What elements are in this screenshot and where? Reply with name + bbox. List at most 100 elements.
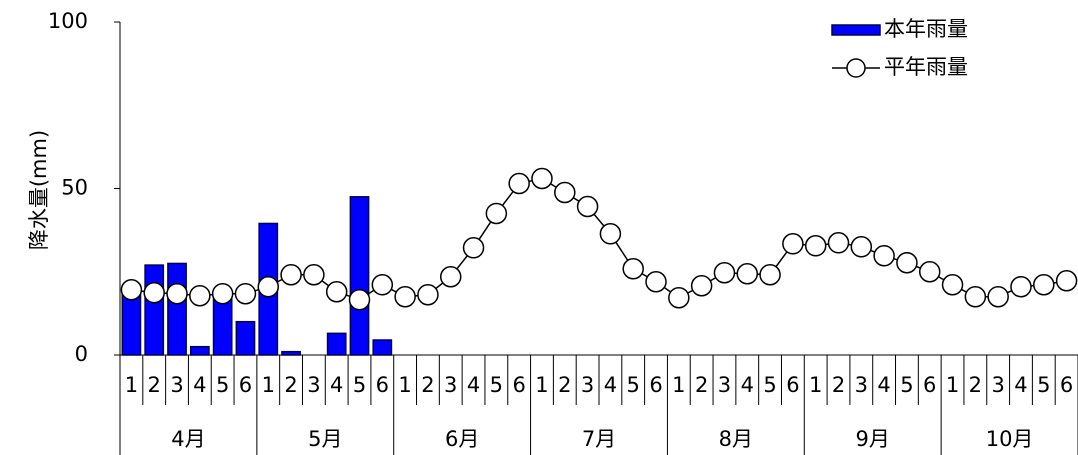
- line-marker: [462, 237, 485, 259]
- bar: [235, 320, 256, 356]
- x-tick-label: 4: [604, 373, 617, 397]
- line-marker: [804, 235, 827, 257]
- x-tick-label: 6: [923, 373, 936, 397]
- line-marker: [417, 283, 439, 306]
- x-tick-label: 5: [216, 373, 229, 397]
- x-tick-label: 6: [786, 373, 799, 397]
- line-marker: [690, 274, 713, 297]
- line-marker: [325, 280, 348, 303]
- month-label: 9月: [856, 427, 890, 451]
- line-marker: [394, 285, 416, 308]
- month-label: 10月: [986, 427, 1034, 451]
- line-marker: [1055, 269, 1078, 292]
- x-tick-label: 2: [148, 373, 161, 397]
- x-tick-label: 6: [649, 373, 662, 397]
- line-marker: [257, 275, 280, 298]
- legend-swatch: [831, 24, 881, 36]
- line-marker: [987, 285, 1009, 308]
- x-tick-label: 2: [421, 373, 434, 397]
- line-marker: [1010, 275, 1032, 298]
- x-tick-label: 1: [125, 373, 138, 397]
- y-tick-label: 50: [61, 176, 88, 200]
- line-marker: [576, 195, 599, 218]
- line-marker: [622, 258, 644, 280]
- x-tick-label: 5: [353, 373, 366, 397]
- bar: [167, 262, 187, 356]
- line-marker: [485, 202, 508, 225]
- x-tick-label: 3: [991, 373, 1004, 397]
- bar: [144, 264, 165, 356]
- line-marker: [189, 284, 211, 307]
- x-tick-label: 3: [444, 373, 457, 397]
- x-tick-label: 1: [535, 373, 548, 397]
- x-tick-label: 3: [718, 373, 731, 397]
- month-label: 6月: [445, 427, 479, 451]
- line-marker: [508, 172, 530, 195]
- line-marker: [303, 263, 325, 286]
- line-marker: [531, 167, 553, 190]
- legend-label: 平年雨量: [884, 55, 968, 79]
- x-tick-label: 6: [512, 373, 525, 397]
- line-marker: [896, 252, 918, 274]
- x-tick-label: 5: [1037, 373, 1050, 397]
- month-label: 7月: [582, 427, 616, 451]
- line-marker: [873, 245, 895, 267]
- x-tick-label: 2: [832, 373, 845, 397]
- month-label: 8月: [719, 427, 753, 451]
- x-tick-label: 2: [969, 373, 982, 397]
- line-marker: [941, 273, 964, 296]
- x-tick-label: 3: [170, 373, 183, 397]
- bar: [326, 332, 347, 356]
- line-marker: [668, 286, 690, 309]
- x-tick-label: 4: [741, 373, 754, 397]
- y-tick-label: 0: [75, 342, 88, 366]
- x-tick-label: 6: [239, 373, 252, 397]
- bar: [121, 290, 142, 356]
- x-tick-label: 3: [855, 373, 868, 397]
- x-tick-label: 6: [1060, 373, 1073, 397]
- x-tick-label: 2: [284, 373, 297, 397]
- line-marker: [713, 261, 736, 284]
- line-marker: [166, 282, 188, 305]
- x-tick-label: 1: [946, 373, 959, 397]
- line-marker: [371, 273, 394, 296]
- line-marker: [554, 181, 576, 204]
- y-tick-label: 100: [48, 9, 88, 33]
- line-marker: [211, 282, 234, 305]
- line-marker: [759, 263, 781, 286]
- line-marker: [280, 263, 302, 286]
- line-marker: [645, 270, 667, 293]
- line-marker: [439, 265, 462, 288]
- bar: [189, 345, 210, 356]
- line-marker: [918, 261, 941, 283]
- x-tick-label: 3: [307, 373, 320, 397]
- legend-swatch: [846, 58, 866, 78]
- x-tick-label: 5: [490, 373, 503, 397]
- x-tick-label: 4: [467, 373, 480, 397]
- x-tick-label: 5: [763, 373, 776, 397]
- x-tick-label: 1: [809, 373, 822, 397]
- line-marker: [234, 282, 257, 305]
- x-tick-label: 1: [672, 373, 685, 397]
- x-tick-label: 6: [376, 373, 389, 397]
- bar: [349, 196, 370, 356]
- y-axis-title: 降水量(mm): [27, 130, 51, 250]
- line-marker: [599, 223, 622, 245]
- month-label: 5月: [308, 427, 342, 451]
- line-marker: [736, 262, 759, 285]
- x-tick-label: 4: [193, 373, 206, 397]
- x-tick-label: 4: [877, 373, 890, 397]
- x-tick-label: 5: [900, 373, 913, 397]
- line-marker: [120, 278, 143, 301]
- x-tick-label: 4: [1014, 373, 1027, 397]
- x-tick-label: 2: [695, 373, 708, 397]
- legend-label: 本年雨量: [884, 17, 968, 41]
- bar: [281, 350, 301, 356]
- x-tick-label: 4: [330, 373, 343, 397]
- line-marker: [827, 232, 850, 254]
- line-marker: [143, 281, 165, 304]
- line-marker: [782, 233, 804, 255]
- bar: [372, 339, 393, 356]
- line-marker: [348, 288, 371, 311]
